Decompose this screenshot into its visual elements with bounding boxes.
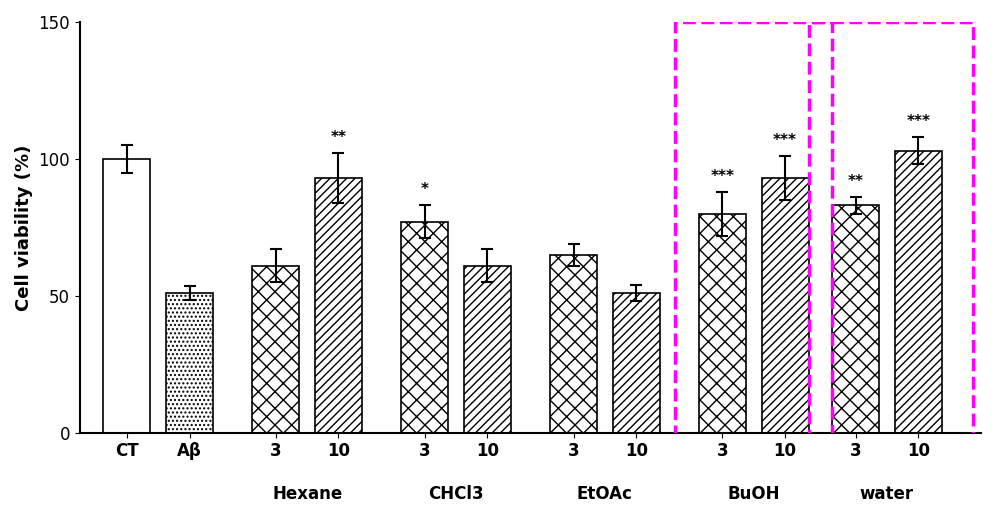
Text: water: water [860, 485, 914, 503]
Bar [613, 293, 659, 433]
Bar [762, 178, 809, 433]
Text: ***: *** [773, 133, 797, 148]
Text: ***: *** [906, 114, 930, 129]
Text: BuOH: BuOH [727, 485, 780, 503]
Bar [252, 266, 300, 433]
Bar [832, 205, 879, 433]
Text: **: ** [848, 174, 864, 189]
Text: **: ** [331, 130, 347, 145]
Text: EtOAc: EtOAc [577, 485, 632, 503]
Bar [894, 151, 942, 433]
Y-axis label: Cell viability (%): Cell viability (%) [15, 144, 33, 311]
Bar [550, 255, 597, 433]
Text: *: * [420, 182, 428, 197]
Bar [699, 214, 746, 433]
Text: ***: *** [710, 169, 734, 184]
Bar [401, 222, 448, 433]
Text: CHCl3: CHCl3 [428, 485, 484, 503]
Bar [104, 159, 150, 433]
Bar [464, 266, 511, 433]
Bar [315, 178, 362, 433]
Bar [166, 293, 213, 433]
Text: Hexane: Hexane [272, 485, 343, 503]
